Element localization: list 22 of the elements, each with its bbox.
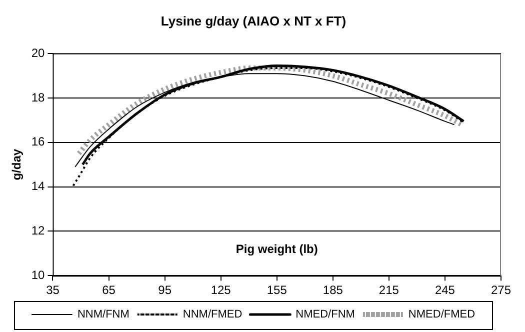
x-tick-label: 245: [434, 283, 456, 298]
legend-label: NNM/FMED: [182, 308, 242, 321]
y-tick-label: 18: [31, 90, 46, 104]
x-tick-label: 35: [46, 283, 60, 298]
x-tick-label: 95: [158, 283, 172, 298]
legend-label: NMED/FNM: [296, 308, 355, 321]
legend-label: NNM/FNM: [77, 308, 130, 321]
x-tick-label: 125: [210, 283, 232, 298]
x-tick-label: 155: [266, 283, 288, 298]
x-tick-label: 215: [378, 283, 400, 298]
x-tick-label: 275: [490, 283, 512, 298]
y-tick-label: 12: [31, 224, 46, 238]
legend-label: NMED/FMED: [408, 308, 476, 321]
y-tick-label: 16: [31, 134, 46, 149]
chart-title: Lysine g/day (AIAO x NT x FT): [160, 13, 346, 28]
x-tick-label: 65: [102, 283, 116, 298]
y-axis-title: g/day: [10, 148, 24, 180]
y-tick-label: 10: [31, 268, 46, 282]
y-tick-label: 20: [31, 46, 46, 60]
x-axis-title: Pig weight (lb): [236, 242, 318, 256]
x-tick-label: 185: [322, 283, 344, 298]
y-tick-label: 14: [31, 179, 46, 194]
